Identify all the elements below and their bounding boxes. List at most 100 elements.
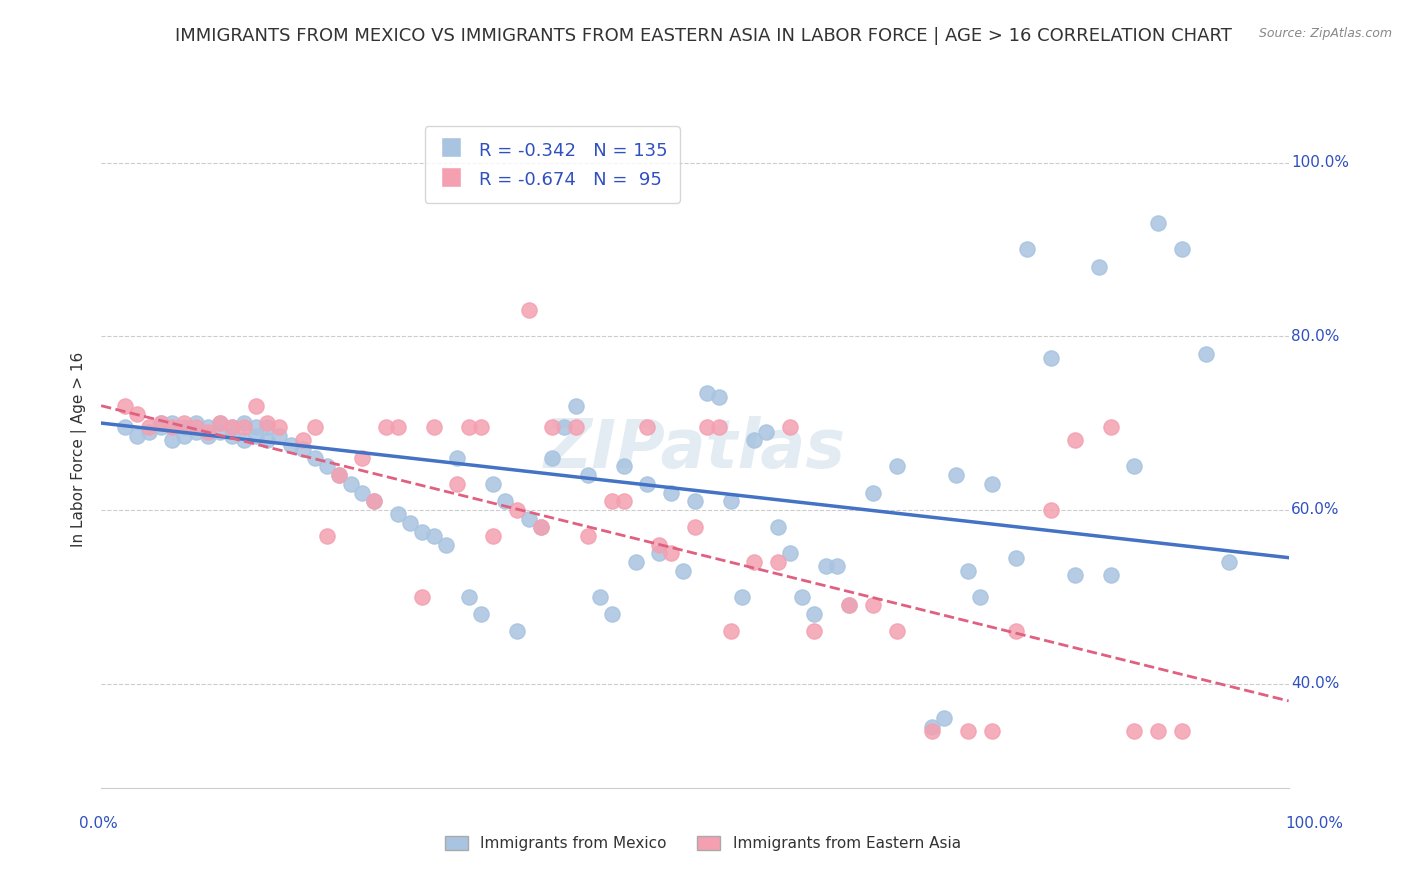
Point bbox=[256, 416, 278, 430]
Point bbox=[208, 416, 231, 430]
Point bbox=[352, 485, 374, 500]
Point bbox=[434, 538, 457, 552]
Point bbox=[208, 425, 231, 439]
Point bbox=[138, 420, 160, 434]
Point bbox=[565, 399, 588, 413]
Point bbox=[482, 529, 505, 543]
Point bbox=[221, 420, 243, 434]
Point bbox=[1147, 216, 1170, 230]
Point bbox=[458, 420, 481, 434]
Point bbox=[576, 529, 599, 543]
Point bbox=[446, 450, 468, 465]
Point bbox=[125, 429, 148, 443]
Point bbox=[827, 559, 849, 574]
Point bbox=[613, 459, 636, 474]
Point bbox=[980, 476, 1002, 491]
Point bbox=[1064, 434, 1087, 448]
Text: 0.0%: 0.0% bbox=[79, 816, 118, 831]
Point bbox=[221, 429, 243, 443]
Point bbox=[1123, 459, 1146, 474]
Point bbox=[221, 420, 243, 434]
Point bbox=[779, 420, 801, 434]
Point bbox=[197, 429, 219, 443]
Point bbox=[149, 416, 172, 430]
Point bbox=[707, 390, 730, 404]
Point bbox=[482, 476, 505, 491]
Point bbox=[162, 434, 184, 448]
Text: ZIPatlas: ZIPatlas bbox=[544, 417, 846, 482]
Point bbox=[197, 420, 219, 434]
Text: 100.0%: 100.0% bbox=[1291, 155, 1348, 170]
Point bbox=[969, 590, 991, 604]
Point bbox=[1004, 550, 1026, 565]
Legend: R = -0.342   N = 135, R = -0.674   N =  95: R = -0.342 N = 135, R = -0.674 N = 95 bbox=[425, 127, 681, 202]
Point bbox=[375, 420, 398, 434]
Point bbox=[600, 607, 623, 621]
Point bbox=[399, 516, 422, 530]
Point bbox=[613, 494, 636, 508]
Point bbox=[138, 425, 160, 439]
Point bbox=[245, 429, 267, 443]
Point bbox=[387, 508, 409, 522]
Point bbox=[506, 503, 529, 517]
Point bbox=[387, 420, 409, 434]
Point bbox=[411, 590, 433, 604]
Point bbox=[304, 450, 326, 465]
Point bbox=[184, 425, 207, 439]
Point bbox=[659, 485, 682, 500]
Point bbox=[707, 420, 730, 434]
Point bbox=[114, 399, 136, 413]
Point bbox=[779, 546, 801, 560]
Point bbox=[470, 420, 492, 434]
Point bbox=[173, 429, 195, 443]
Point bbox=[529, 520, 551, 534]
Text: Source: ZipAtlas.com: Source: ZipAtlas.com bbox=[1258, 27, 1392, 40]
Point bbox=[838, 599, 860, 613]
Point bbox=[1004, 624, 1026, 639]
Point bbox=[541, 450, 564, 465]
Point bbox=[803, 607, 825, 621]
Point bbox=[149, 416, 172, 430]
Point bbox=[245, 420, 267, 434]
Point bbox=[720, 494, 742, 508]
Point bbox=[208, 416, 231, 430]
Point bbox=[458, 590, 481, 604]
Point bbox=[576, 468, 599, 483]
Point bbox=[956, 724, 979, 739]
Point bbox=[565, 420, 588, 434]
Point bbox=[659, 546, 682, 560]
Point bbox=[328, 468, 350, 483]
Point bbox=[315, 459, 337, 474]
Point bbox=[1040, 351, 1063, 365]
Point bbox=[197, 425, 219, 439]
Point bbox=[256, 434, 278, 448]
Point bbox=[755, 425, 778, 439]
Point bbox=[731, 590, 754, 604]
Point bbox=[766, 555, 789, 569]
Point bbox=[683, 520, 706, 534]
Point bbox=[517, 511, 540, 525]
Point bbox=[149, 420, 172, 434]
Point bbox=[506, 624, 529, 639]
Point bbox=[232, 416, 254, 430]
Point bbox=[624, 555, 647, 569]
Point bbox=[173, 416, 195, 430]
Point bbox=[934, 711, 956, 725]
Point bbox=[184, 420, 207, 434]
Point bbox=[553, 420, 575, 434]
Point bbox=[1218, 555, 1240, 569]
Point bbox=[956, 564, 979, 578]
Point bbox=[470, 607, 492, 621]
Point bbox=[648, 538, 671, 552]
Point bbox=[328, 468, 350, 483]
Text: 80.0%: 80.0% bbox=[1291, 329, 1340, 343]
Point bbox=[696, 420, 718, 434]
Text: 100.0%: 100.0% bbox=[1285, 816, 1344, 831]
Point bbox=[292, 442, 315, 456]
Point bbox=[269, 429, 291, 443]
Point bbox=[162, 420, 184, 434]
Point bbox=[1147, 724, 1170, 739]
Legend: Immigrants from Mexico, Immigrants from Eastern Asia: Immigrants from Mexico, Immigrants from … bbox=[439, 830, 967, 857]
Point bbox=[1040, 503, 1063, 517]
Point bbox=[790, 590, 813, 604]
